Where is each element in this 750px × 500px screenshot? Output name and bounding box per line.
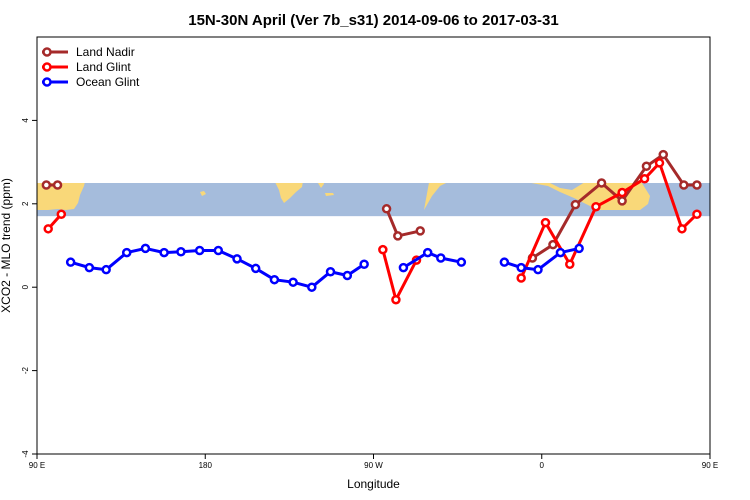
series-ocean-glint [65, 243, 584, 292]
land-area [37, 182, 85, 210]
data-point [516, 262, 526, 273]
data-point [692, 180, 702, 190]
series-line [381, 249, 418, 304]
legend-item: Land Nadir [42, 45, 135, 59]
x-tick-label: 90 E [702, 461, 718, 470]
data-point [422, 247, 433, 258]
data-point [617, 196, 627, 206]
x-tick-label: 0 [540, 461, 545, 470]
data-point [679, 180, 689, 190]
data-point [658, 149, 669, 160]
data-point [342, 270, 353, 281]
chart-title: 15N-30N April (Ver 7b_s31) 2014-09-06 to… [188, 12, 558, 29]
data-point [641, 161, 652, 172]
land-area [605, 182, 626, 196]
data-point [176, 247, 186, 257]
data-point [194, 245, 205, 256]
data-point [639, 174, 650, 184]
legend-item: Ocean Glint [42, 75, 140, 89]
land-area [325, 193, 334, 196]
data-point [533, 264, 543, 275]
data-point [52, 180, 63, 190]
data-point [677, 224, 687, 234]
series-land-nadir [41, 149, 702, 263]
legend-label: Land Nadir [76, 45, 135, 59]
data-point [43, 224, 53, 234]
data-point [140, 243, 151, 254]
data-point [101, 264, 111, 275]
data-point [159, 247, 169, 258]
legend-label: Ocean Glint [76, 75, 140, 89]
land-area [424, 182, 447, 210]
series-land-glint [43, 158, 702, 305]
data-point [213, 245, 224, 256]
y-tick-label: -2 [21, 366, 30, 374]
x-axis-label: Longitude [347, 477, 400, 491]
x-tick-label: 90 E [29, 461, 45, 470]
land-area [318, 182, 324, 188]
data-point [378, 244, 388, 255]
data-point [65, 257, 76, 267]
plot-frame [36, 36, 711, 455]
data-point [391, 294, 401, 305]
data-point [565, 259, 575, 270]
data-point [398, 262, 409, 273]
series-layer [41, 149, 702, 305]
data-point [456, 257, 467, 267]
data-point [359, 259, 369, 270]
series-line [402, 250, 462, 269]
y-tick-label: -4 [21, 450, 30, 458]
legend-label: Land Glint [76, 60, 131, 74]
y-tick-label: 2 [21, 201, 30, 206]
data-point [596, 178, 607, 188]
y-tick-label: 4 [21, 118, 30, 123]
data-point [121, 247, 132, 258]
data-point [84, 262, 95, 273]
data-point [570, 199, 581, 210]
data-point [540, 217, 551, 228]
data-point [692, 209, 702, 219]
data-point [232, 254, 242, 264]
data-point [548, 239, 558, 250]
data-point [56, 209, 67, 219]
data-point [269, 274, 280, 285]
data-point [381, 204, 392, 214]
data-point [288, 277, 298, 287]
x-tick-label: 90 W [364, 461, 383, 470]
legend-marker [42, 47, 52, 57]
legend-marker [42, 77, 52, 87]
data-point [415, 226, 425, 236]
data-point [555, 247, 566, 258]
legend-item: Land Glint [42, 60, 131, 74]
x-axis: 90 E 180 90 W 0 90 E [29, 454, 718, 470]
y-axis: -4 -2 0 2 4 [21, 118, 37, 458]
world-map-band [37, 182, 710, 217]
data-point [41, 180, 52, 190]
data-point [499, 257, 510, 267]
data-point [325, 267, 336, 277]
data-point [436, 253, 446, 263]
x-tick-label: 180 [199, 461, 213, 470]
data-point [574, 243, 584, 254]
y-tick-label: 0 [21, 284, 30, 289]
y-axis-label: XCO2 - MLO trend (ppm) [0, 178, 13, 313]
data-point [654, 158, 665, 168]
data-point [516, 273, 526, 283]
legend-marker [42, 62, 52, 72]
data-point [393, 231, 403, 241]
data-point [307, 282, 317, 292]
land-area [275, 182, 303, 203]
data-point [250, 263, 261, 274]
data-point [591, 201, 601, 212]
data-point [617, 187, 627, 198]
land-area [200, 191, 206, 196]
